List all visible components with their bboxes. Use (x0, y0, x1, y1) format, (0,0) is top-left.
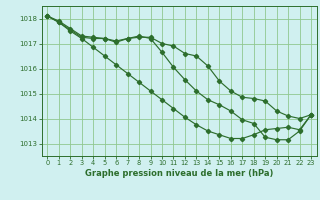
X-axis label: Graphe pression niveau de la mer (hPa): Graphe pression niveau de la mer (hPa) (85, 169, 273, 178)
